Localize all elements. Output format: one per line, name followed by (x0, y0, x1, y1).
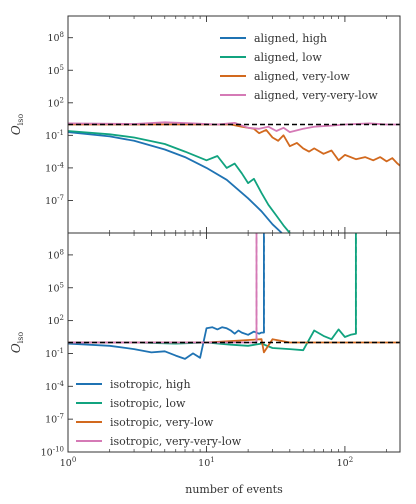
x-tick-label: 102 (337, 456, 354, 469)
x-tick-label: 100 (60, 456, 77, 469)
y-tick-label: 10-10 (41, 446, 64, 459)
y-tick-label: 10-1 (45, 129, 64, 142)
legend-label: isotropic, very-low (110, 416, 214, 429)
axes-frame (67, 232, 401, 453)
legend-label: aligned, high (254, 32, 327, 45)
plot-area (68, 233, 400, 360)
series-line-high (68, 131, 283, 233)
series-line-low (68, 233, 357, 352)
y-tick-label: 10-4 (45, 161, 64, 174)
y-tick-label: 105 (47, 281, 64, 294)
bottom-panel-isotropic: 100 101 102 10-10 10-7 10-4 10-1 102 105 108 Oiso i… (9, 232, 401, 469)
legend-label: aligned, very-low (254, 70, 350, 83)
y-tick-label: 105 (47, 64, 64, 77)
legend-label: isotropic, very-very-low (110, 435, 242, 448)
x-axis-label: number of events (185, 483, 283, 496)
legend-label: isotropic, low (110, 397, 186, 410)
legend-label: aligned, very-very-low (254, 89, 378, 102)
series-line-very-very-low (68, 233, 258, 344)
y-tick-label: 102 (47, 314, 64, 327)
y-tick-label: 108 (47, 31, 64, 44)
y-axis-label: Oiso (9, 114, 25, 136)
legend-label: aligned, low (254, 51, 322, 64)
series-line-high (68, 233, 265, 360)
y-tick-label: 108 (47, 248, 64, 261)
plot-area (68, 121, 400, 233)
y-axis-label: Oiso (9, 332, 25, 354)
x-tick-label: 101 (198, 456, 215, 469)
y-tick-label: 10-7 (45, 413, 64, 426)
y-tick-label: 102 (47, 96, 64, 109)
legend-label: isotropic, high (110, 378, 191, 391)
legend: aligned, high aligned, low aligned, very-l… (220, 32, 378, 102)
y-tick-label: 10-1 (45, 347, 64, 360)
svg-text:Oiso: Oiso (9, 114, 25, 136)
svg-text:Oiso: Oiso (9, 332, 25, 354)
y-tick-label: 10-4 (45, 380, 64, 393)
legend: isotropic, high isotropic, low isotropic, … (76, 378, 242, 448)
y-tick-label: 10-7 (45, 194, 64, 207)
series-line-low (68, 130, 291, 233)
series-line-very-low (68, 123, 400, 167)
